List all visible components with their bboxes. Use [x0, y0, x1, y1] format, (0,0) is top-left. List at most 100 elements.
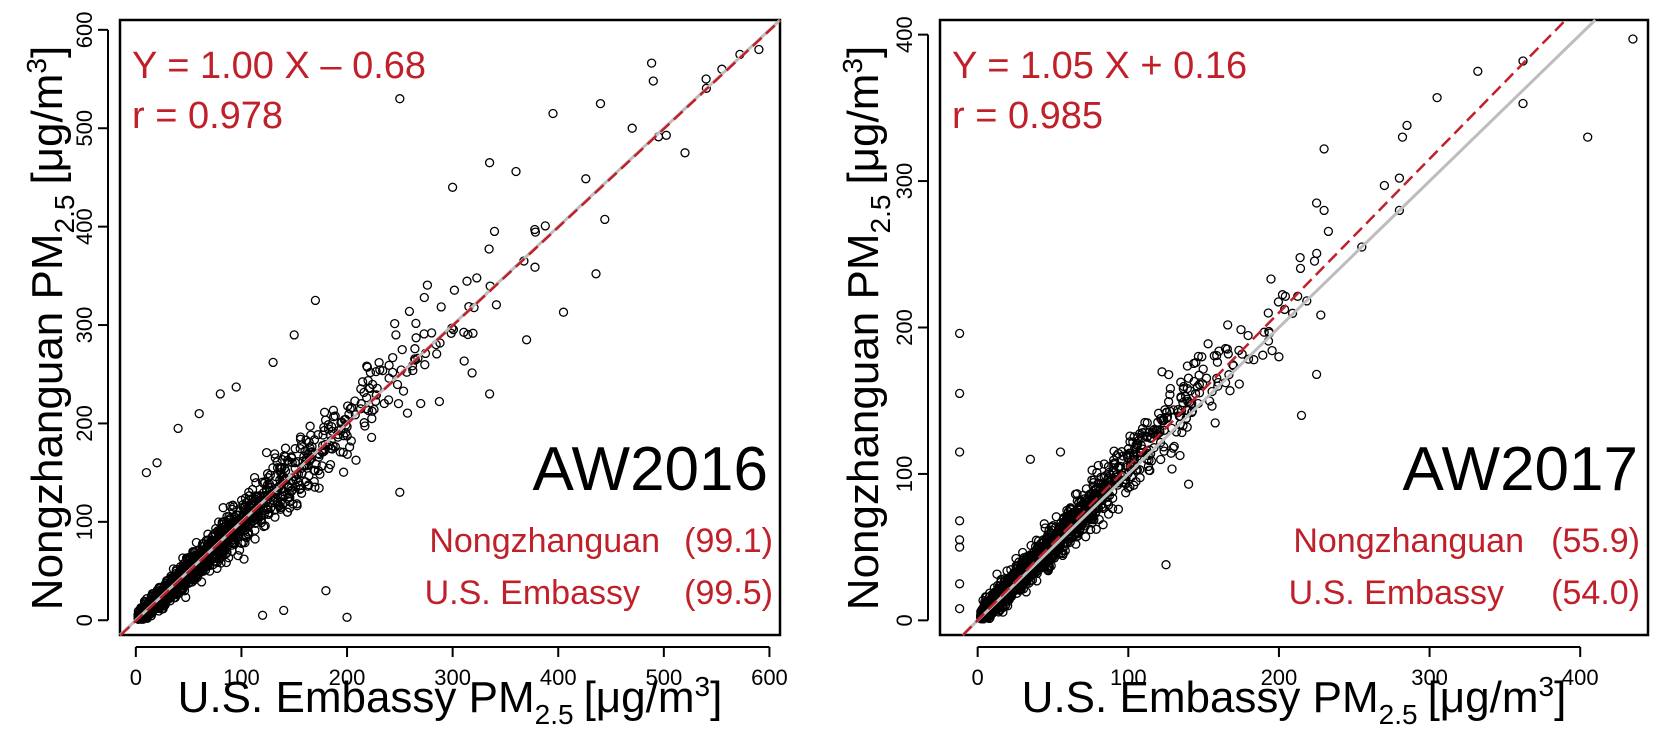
x-tick-label: 200: [329, 665, 366, 690]
data-point: [314, 483, 324, 493]
legend-nongzhanguan: Nongzhanguan: [1293, 522, 1524, 560]
data-point: [1123, 483, 1133, 493]
data-point: [1220, 343, 1231, 354]
data-point: [249, 472, 260, 483]
data-point: [954, 447, 965, 457]
data-point: [1140, 417, 1150, 428]
data-point: [661, 130, 671, 140]
data-point: [330, 411, 340, 421]
scatter-panel-aw2017: 0 100 200 300 400 0 100 200 300 400 Y = 1.05 X +…: [837, 16, 1650, 730]
data-point: [983, 604, 993, 614]
data-point: [404, 306, 415, 317]
data-point: [203, 529, 213, 539]
data-point: [170, 586, 180, 597]
data-point: [234, 531, 244, 541]
x-tick-label: 400: [540, 665, 577, 690]
data-point: [319, 446, 329, 457]
data-point: [595, 98, 606, 109]
y-tick-label: 400: [892, 16, 917, 53]
data-point: [402, 408, 413, 418]
data-point: [1032, 543, 1042, 553]
data-point: [395, 487, 405, 497]
data-point: [1037, 559, 1047, 570]
data-point: [318, 440, 328, 451]
data-point: [398, 386, 409, 396]
data-point: [1129, 455, 1139, 465]
data-point: [350, 410, 360, 420]
scatter-panel-aw2016: 0 100 200 300 400 500 600 0100200300400500600 …: [21, 11, 788, 730]
data-point: [1187, 398, 1197, 409]
x-axis-units: [μg/m: [1428, 673, 1539, 722]
data-point: [447, 182, 458, 192]
data-point: [426, 328, 437, 338]
data-point: [356, 399, 366, 409]
x-axis-subscript: 2.5: [535, 699, 574, 730]
data-point: [218, 543, 228, 553]
data-point: [1312, 248, 1322, 259]
data-point: [1296, 410, 1307, 421]
data-point: [295, 432, 306, 442]
data-point: [646, 58, 657, 68]
data-point: [264, 509, 274, 519]
data-point: [268, 357, 278, 368]
data-point: [310, 482, 320, 492]
data-point: [145, 601, 155, 611]
x-axis-title: U.S. Embassy PM2.5 [μg/m3]: [178, 671, 723, 730]
data-point: [1087, 465, 1097, 475]
data-point: [1212, 357, 1223, 367]
data-point: [371, 366, 381, 377]
data-point: [239, 554, 249, 564]
data-point: [279, 605, 289, 616]
data-point: [1144, 465, 1154, 475]
data-point: [1175, 419, 1185, 429]
data-point: [484, 389, 495, 399]
x-tick-label: 500: [645, 665, 682, 690]
data-point: [301, 455, 312, 466]
data-point: [247, 484, 258, 495]
data-point: [484, 244, 494, 254]
data-point: [1155, 437, 1166, 448]
data-point: [303, 481, 313, 491]
data-point: [330, 442, 341, 452]
data-point: [1273, 297, 1284, 307]
data-point: [342, 449, 352, 459]
data-point: [459, 356, 469, 366]
data-point: [374, 357, 384, 368]
data-point: [219, 519, 229, 529]
data-point: [182, 554, 193, 565]
data-point: [1156, 454, 1166, 465]
data-point: [234, 545, 245, 555]
data-point: [287, 457, 297, 468]
x-tick-label: 300: [434, 665, 471, 690]
data-point: [472, 273, 482, 283]
data-point: [419, 329, 429, 339]
data-point: [484, 158, 495, 168]
data-point: [1311, 198, 1322, 208]
y-axis-units: [μg/m: [839, 74, 888, 185]
data-point: [224, 512, 234, 522]
data-point: [270, 512, 280, 522]
data-point: [1309, 256, 1320, 266]
data-point: [1072, 489, 1082, 499]
legend-embassy-mean: (99.5): [684, 574, 773, 612]
data-point: [280, 452, 290, 462]
data-point: [1063, 516, 1073, 527]
legend-embassy: U.S. Embassy: [425, 574, 640, 612]
data-point: [238, 523, 248, 533]
data-point: [1121, 488, 1131, 498]
data-point: [344, 409, 354, 419]
data-point: [338, 467, 349, 477]
data-point: [954, 535, 965, 545]
data-point: [397, 344, 407, 355]
fit-lines: [961, 18, 1597, 637]
data-point: [338, 431, 349, 441]
panel-label: AW2016: [533, 435, 769, 504]
x-axis-ticks: 0 100 200 300 400 500 600: [130, 646, 788, 690]
data-point: [295, 443, 305, 454]
data-point: [1183, 373, 1194, 383]
y-axis-units: [μg/m: [23, 74, 72, 185]
data-point: [210, 553, 220, 563]
data-point: [491, 300, 502, 310]
y-axis-title: Nongzhanguan PM2.5 [μg/m3]: [837, 46, 896, 610]
data-point: [1193, 351, 1204, 362]
